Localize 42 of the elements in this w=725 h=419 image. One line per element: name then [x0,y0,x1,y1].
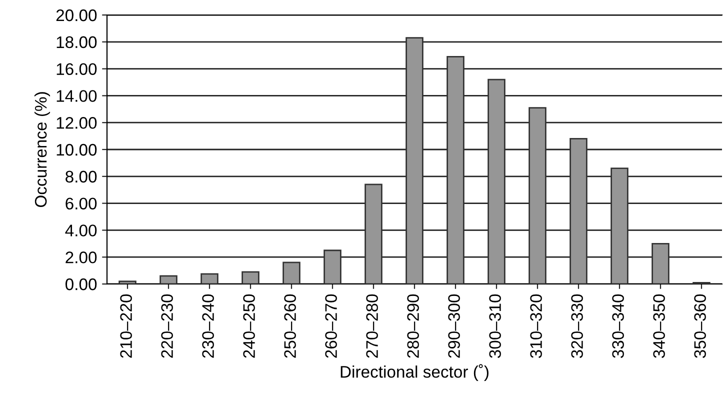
bar [160,275,178,284]
bar [118,280,136,284]
bar [570,138,588,284]
x-tick-label: 270–280 [366,294,378,358]
x-axis-title: Directional sector (˚) [340,364,488,382]
bar [364,184,382,284]
x-tick-label: 350–360 [694,294,706,358]
x-tick-label: 240–250 [243,294,255,358]
bar [242,271,260,284]
y-tick-label: 2.00 [66,252,97,264]
y-tick-label: 4.00 [65,224,97,236]
bar [610,168,628,284]
x-tick-label: 260–270 [325,294,337,358]
bar [528,107,546,284]
x-tick-label: 290–300 [448,294,460,358]
y-tick-label: 8.00 [66,170,97,183]
y-tick-label: 6.00 [66,198,97,210]
bar [200,273,218,284]
bar [282,262,300,284]
x-tick-label: 210–220 [120,294,132,358]
y-tick-label: 0.00 [65,278,97,290]
y-tick-label: 10.00 [56,144,97,156]
bar [488,78,506,284]
x-tick-label: 300–310 [489,294,501,358]
x-tick-label: 340–350 [653,294,665,358]
x-tick-label: 310–320 [530,294,542,358]
bar [406,37,424,284]
x-tick-label: 230–240 [202,294,214,358]
x-tick-label: 330–340 [612,294,624,358]
x-tick-label: 250–260 [284,294,296,358]
x-tick-label: 320–330 [571,294,583,358]
y-tick-label: 16.00 [56,63,97,76]
bar [324,250,342,284]
y-tick-label: 14.00 [56,90,97,102]
y-tick-label: 12.00 [56,117,97,129]
bar [446,56,464,284]
y-tick-label: 18.00 [56,36,97,48]
x-tick-label: 220–230 [161,294,173,358]
bar [652,242,670,284]
x-tick-label: 280–290 [407,294,419,358]
y-axis-title: Occurrence (%) [34,92,50,208]
y-tick-label: 20.00 [56,9,97,22]
